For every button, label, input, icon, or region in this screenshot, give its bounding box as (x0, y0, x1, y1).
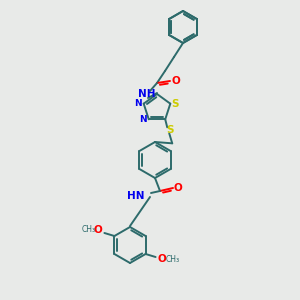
Text: O: O (158, 254, 166, 264)
Text: O: O (171, 76, 180, 86)
Text: N: N (139, 115, 147, 124)
Text: O: O (174, 183, 183, 193)
Text: N: N (134, 99, 142, 108)
Text: NH: NH (138, 89, 156, 99)
Text: S: S (171, 99, 179, 109)
Text: CH₃: CH₃ (81, 226, 95, 235)
Text: S: S (167, 125, 174, 135)
Text: CH₃: CH₃ (166, 254, 180, 263)
Text: HN: HN (128, 191, 145, 201)
Text: O: O (94, 225, 102, 235)
